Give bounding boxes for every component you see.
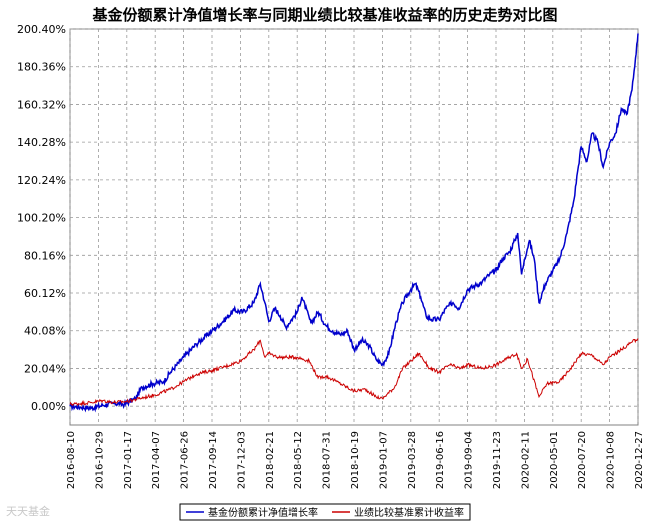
legend-label-2: 业绩比较基准累计收益率: [354, 506, 464, 519]
x-tick-label: 2020-07-20: [577, 431, 588, 489]
x-tick-label: 2020-02-11: [520, 431, 531, 489]
x-tick-label: 2020-12-27: [634, 431, 645, 489]
y-tick-label: 100.20%: [17, 212, 66, 225]
x-tick-label: 2020-05-01: [549, 431, 560, 489]
x-tick-label: 2018-02-21: [265, 431, 276, 489]
series-line-2: [69, 338, 639, 407]
x-tick-label: 2018-05-12: [293, 431, 304, 489]
x-tick-label: 2020-10-08: [606, 431, 617, 489]
x-tick-label: 2019-09-04: [464, 431, 475, 489]
y-tick-label: 80.16%: [24, 249, 66, 262]
x-tick-label: 2019-03-28: [407, 431, 418, 489]
chart-title: 基金份额累计净值增长率与同期业绩比较基准收益率的历史走势对比图: [92, 6, 558, 24]
watermark-text: 天天基金: [6, 505, 50, 518]
legend: [179, 503, 471, 521]
y-tick-label: 140.28%: [17, 136, 66, 149]
y-tick-label: 200.40%: [17, 23, 66, 36]
x-tick-label: 2017-01-17: [123, 431, 134, 489]
x-tick-label: 2017-12-03: [236, 431, 247, 489]
x-tick-label: 2019-06-16: [435, 431, 446, 489]
y-tick-label: 180.36%: [17, 61, 66, 74]
x-tick-label: 2019-11-23: [492, 431, 503, 489]
x-tick-label: 2017-06-26: [180, 431, 191, 489]
y-tick-label: 60.12%: [24, 287, 66, 300]
y-tick-label: 40.08%: [24, 325, 66, 338]
x-tick-label: 2017-09-14: [208, 431, 219, 489]
x-tick-label: 2018-10-19: [350, 431, 361, 489]
x-tick-label: 2016-10-29: [94, 431, 105, 489]
x-tick-label: 2018-07-31: [322, 431, 333, 489]
y-tick-label: 120.24%: [17, 174, 66, 187]
y-tick-label: 160.32%: [17, 98, 66, 111]
x-tick-label: 2019-01-07: [378, 431, 389, 489]
x-tick-label: 2016-08-10: [66, 431, 77, 489]
y-tick-label: 0.00%: [31, 400, 66, 413]
series-line-1: [69, 33, 639, 413]
y-tick-label: 20.04%: [24, 362, 66, 375]
legend-label-1: 基金份额累计净值增长率: [208, 506, 318, 519]
x-tick-label: 2017-04-07: [151, 431, 162, 489]
